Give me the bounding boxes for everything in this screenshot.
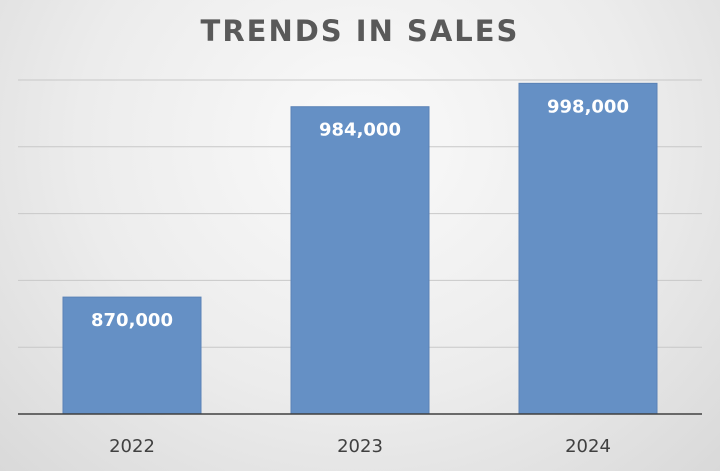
bar-2023 [290, 106, 430, 415]
data-label-2023: 984,000 [319, 120, 401, 141]
chart-title: TRENDS IN SALES [200, 14, 520, 48]
bar-2024 [518, 82, 658, 415]
bar-2022 [62, 296, 202, 415]
x-tick-label-2022: 2022 [109, 436, 155, 457]
data-label-2024: 998,000 [547, 96, 629, 117]
data-label-2022: 870,000 [91, 310, 173, 331]
x-tick-label-2024: 2024 [565, 436, 611, 457]
x-tick-label-2023: 2023 [337, 436, 383, 457]
